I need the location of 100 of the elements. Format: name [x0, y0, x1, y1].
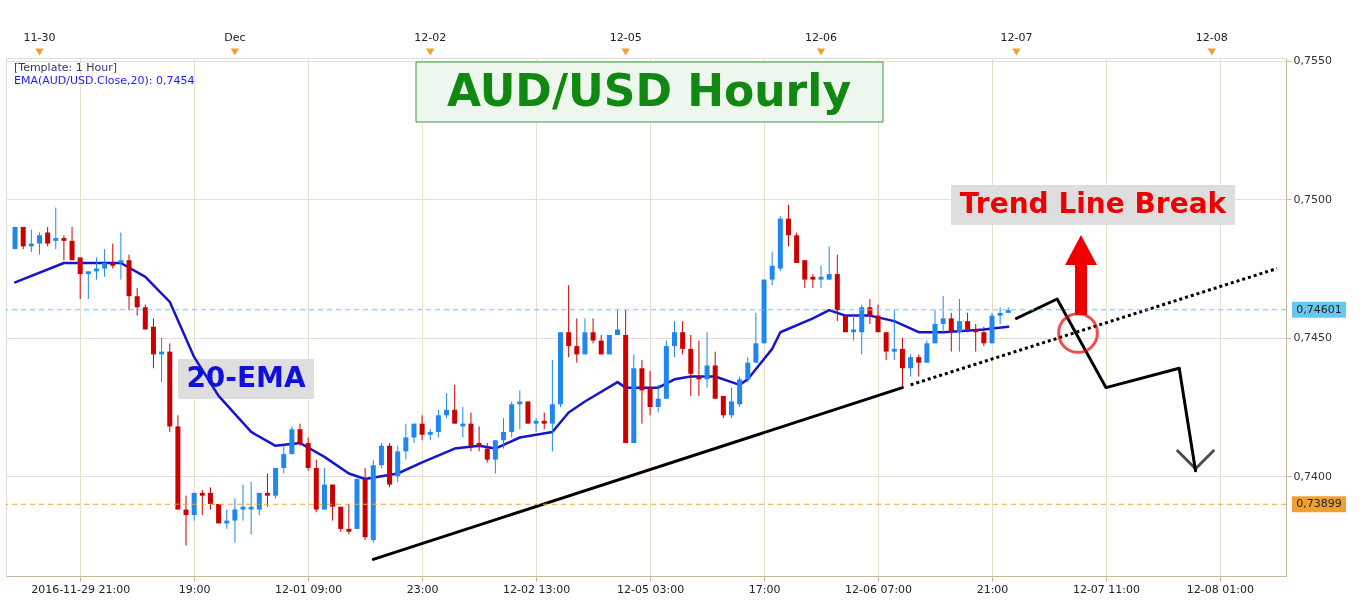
candlestick — [590, 317, 596, 344]
candlestick — [53, 207, 59, 250]
candlestick — [647, 370, 653, 416]
candlestick — [810, 273, 816, 289]
text: 12-06 — [805, 31, 838, 44]
annotation: EMA(AUD/USD.Close,20): 0,7454 — [14, 74, 195, 87]
annotation: Trend Line Break — [959, 187, 1228, 220]
text: 12-08 — [1195, 31, 1228, 44]
y-tick-label: 0,7450 — [1293, 331, 1332, 345]
candlestick — [615, 309, 621, 336]
candlestick — [785, 204, 791, 247]
candlestick — [851, 315, 857, 342]
candlestick — [110, 243, 116, 270]
candlestick — [264, 473, 270, 508]
candlestick — [973, 323, 979, 353]
candlestick — [965, 312, 971, 333]
candlestick — [330, 484, 336, 522]
candlestick — [134, 287, 140, 317]
candlestick — [753, 312, 759, 364]
x-tick-label: 12-05 03:00 — [616, 582, 685, 596]
candlestick — [533, 417, 539, 433]
candlestick — [981, 326, 987, 347]
chart-title: AUD/USD Hourly — [446, 65, 852, 116]
candlestick — [36, 232, 42, 256]
candlestick — [207, 486, 213, 511]
x-tick-label: 12-01 09:00 — [275, 582, 343, 596]
candlestick — [338, 506, 344, 533]
candlestick — [517, 389, 523, 430]
candlestick — [875, 304, 881, 333]
candlestick — [476, 425, 482, 452]
candlestick — [484, 442, 490, 463]
candlestick — [468, 412, 474, 452]
candlestick — [61, 234, 67, 261]
candlestick — [525, 400, 531, 425]
candlestick — [956, 298, 962, 353]
candlestick — [908, 353, 914, 378]
candlestick — [501, 417, 507, 450]
text: 12-05 — [609, 31, 642, 44]
candlestick — [281, 445, 287, 475]
text: 12-02 — [414, 31, 447, 44]
x-tick-label: 2016-11-29 21:00 — [31, 582, 131, 596]
candlestick — [582, 317, 588, 355]
candlestick — [728, 387, 734, 419]
candlestick — [142, 304, 148, 330]
candlestick — [419, 414, 425, 441]
y-tick-label: 0,7550 — [1293, 54, 1332, 68]
ref-line-label: 0,73899 — [1296, 497, 1342, 511]
candlestick — [932, 309, 938, 344]
candlestick — [891, 309, 897, 361]
candlestick — [802, 259, 808, 289]
y-tick-label: 0,7400 — [1293, 469, 1332, 483]
candlestick — [232, 497, 238, 544]
candlestick — [85, 270, 91, 300]
candlestick — [69, 226, 75, 261]
candlestick — [492, 439, 498, 475]
text: Dec — [224, 31, 246, 44]
candlestick — [826, 245, 832, 281]
x-tick-label: 19:00 — [178, 582, 211, 596]
x-tick-label: 12-07 11:00 — [1072, 582, 1141, 596]
candlestick — [452, 384, 458, 425]
candlestick — [403, 423, 409, 461]
x-tick-label: 12-08 01:00 — [1186, 582, 1255, 596]
y-tick-label: 0,7500 — [1293, 192, 1332, 206]
candlestick — [997, 306, 1003, 325]
candlestick — [378, 442, 384, 469]
candlestick — [818, 265, 824, 289]
candlestick — [45, 226, 51, 247]
candlestick — [867, 298, 873, 325]
text: 11-30 — [23, 31, 56, 44]
annotation: [Template: 1 Hour] — [14, 61, 117, 74]
candlestick — [948, 312, 954, 353]
candlestick — [549, 359, 555, 452]
candlestick — [77, 256, 83, 300]
ref-line-label: 0,74601 — [1296, 302, 1342, 316]
candlestick — [899, 337, 905, 389]
candlestick — [191, 492, 197, 522]
line-series — [13, 261, 1010, 481]
candlestick — [940, 295, 946, 333]
x-tick-label: 17:00 — [748, 582, 781, 596]
text: 12-07 — [1000, 31, 1033, 44]
candlestick — [916, 353, 922, 378]
candlestick — [199, 489, 205, 516]
candlestick — [924, 340, 930, 364]
candlestick — [655, 384, 661, 414]
x-tick-label: 23:00 — [406, 582, 439, 596]
x-tick-label: 12-06 07:00 — [844, 582, 913, 596]
candlestick — [639, 359, 645, 425]
candlestick — [769, 251, 775, 286]
candlestick — [248, 481, 254, 535]
candlestick — [883, 331, 889, 361]
x-tick-label: 12-02 13:00 — [503, 582, 571, 596]
candlestick — [671, 320, 677, 358]
candlestick — [745, 356, 751, 383]
candlestick — [240, 484, 246, 522]
candlestick — [435, 409, 441, 438]
candlestick — [680, 320, 686, 355]
candlestick — [102, 248, 108, 278]
candlestick — [346, 503, 352, 535]
candlestick — [574, 317, 580, 364]
candlestick — [118, 232, 124, 281]
